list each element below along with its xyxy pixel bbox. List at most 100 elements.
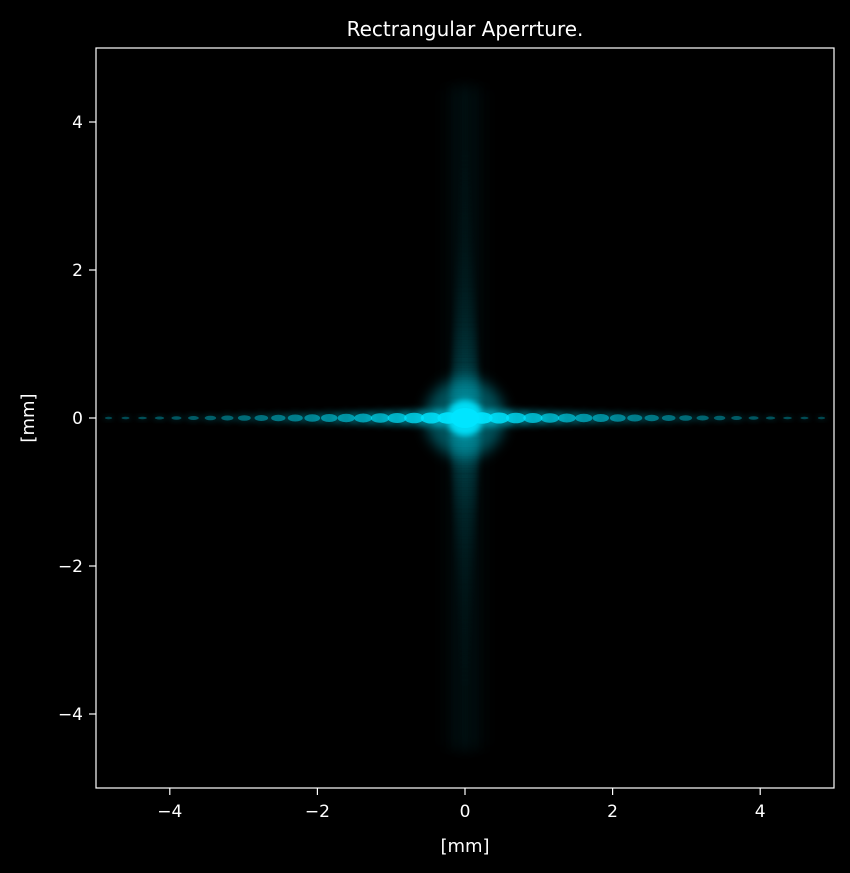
vertical-fringe-band	[458, 640, 473, 644]
vertical-fringe-band	[458, 174, 472, 178]
vertical-fringe-band	[452, 333, 478, 339]
vertical-fringe-band	[457, 613, 473, 617]
horizontal-fringe-lobe	[696, 415, 709, 421]
y-axis-ticks: −4 −2 0 2 4	[58, 113, 96, 725]
vertical-fringe-band	[450, 457, 480, 463]
vertical-fringe-band	[451, 342, 479, 347]
horizontal-fringe-glow	[168, 414, 185, 422]
horizontal-fringe-lobe	[237, 415, 251, 421]
central-peak	[451, 408, 479, 428]
vertical-fringe-band	[451, 489, 479, 494]
vertical-fringe-band	[457, 218, 473, 222]
vertical-fringe-band	[454, 289, 476, 294]
horizontal-fringe-lobe	[138, 416, 147, 420]
vertical-fringe-band	[458, 649, 473, 653]
vertical-fringe-band	[453, 320, 477, 325]
vertical-fringe-band	[458, 644, 473, 648]
horizontal-fringe-lobe	[304, 414, 321, 422]
horizontal-fringe-glow	[780, 415, 795, 421]
vertical-fringe-band	[452, 338, 478, 343]
x-axis-label: [mm]	[440, 836, 489, 857]
horizontal-fringe-glow	[657, 412, 680, 424]
vertical-fringe-band	[455, 568, 475, 574]
vertical-fringe-band	[458, 152, 471, 156]
vertical-fringe-band	[458, 653, 472, 657]
vertical-fringe-band	[450, 466, 480, 472]
vertical-fringe-band	[454, 533, 476, 538]
x-axis-ticks: −4 −2 0 2 4	[157, 788, 766, 822]
vertical-fringe-band	[451, 355, 479, 361]
vertical-fringe-band	[455, 271, 475, 276]
y-tick-label: 0	[72, 409, 83, 429]
vertical-fringe-band	[455, 249, 475, 254]
x-tick-label: 4	[755, 802, 766, 822]
vertical-fringe-band	[452, 324, 478, 330]
horizontal-fringe-lobe	[713, 415, 726, 421]
horizontal-fringe-lobe	[627, 414, 643, 422]
vertical-fringe-band	[456, 596, 473, 600]
horizontal-fringe-glow	[815, 415, 828, 421]
vertical-fringe-band	[453, 520, 477, 525]
horizontal-fringe-glow	[234, 413, 255, 423]
vertical-fringe-band	[457, 618, 473, 622]
horizontal-fringe-lobe	[154, 416, 165, 420]
horizontal-fringe-lobe	[592, 414, 609, 422]
horizontal-fringe-glow	[640, 412, 664, 424]
horizontal-fringe-lobe	[679, 415, 693, 421]
horizontal-fringe-glow	[727, 414, 746, 422]
horizontal-fringe-lobe	[644, 414, 659, 422]
vertical-fringe-band	[450, 373, 480, 379]
vertical-fringe-band	[454, 280, 476, 285]
vertical-fringe-band	[450, 360, 480, 365]
vertical-fringe-band	[455, 582, 475, 587]
vertical-fringe-band	[455, 253, 475, 259]
vertical-fringe-band	[458, 676, 471, 680]
vertical-fringe-band	[451, 351, 479, 356]
horizontal-fringe-lobe	[221, 415, 234, 421]
vertical-fringe-band	[453, 515, 477, 521]
vertical-fringe-band	[457, 227, 474, 231]
vertical-fringe-band	[453, 529, 477, 534]
vertical-fringe-band	[457, 205, 473, 209]
vertical-fringe-band	[458, 169, 472, 173]
horizontal-fringe-lobe	[800, 416, 809, 420]
plot-area	[95, 47, 835, 789]
x-tick-label: 0	[460, 802, 471, 822]
horizontal-fringe-lobe	[765, 416, 776, 420]
vertical-fringe-band	[454, 546, 476, 552]
vertical-fringe-band	[453, 311, 477, 316]
horizontal-fringe-glow	[710, 413, 729, 423]
vertical-fringe-band	[458, 183, 473, 187]
horizontal-fringe-glow	[119, 415, 132, 421]
vertical-fringe-band	[454, 537, 476, 543]
horizontal-fringe-lobe	[783, 416, 792, 420]
horizontal-fringe-lobe	[661, 415, 676, 421]
horizontal-fringe-glow	[217, 413, 238, 423]
horizontal-fringe-glow	[201, 413, 220, 423]
vertical-fringe-band	[458, 671, 472, 675]
vertical-fringe-band	[456, 591, 474, 596]
vertical-fringe-band	[450, 369, 480, 374]
vertical-fringe-band	[457, 622, 473, 626]
vertical-fringe-band	[454, 298, 476, 303]
horizontal-fringe-lobe	[254, 415, 269, 421]
vertical-fringe-band	[454, 551, 476, 556]
horizontal-fringe-glow	[135, 415, 150, 421]
horizontal-fringe-glow	[675, 413, 696, 423]
horizontal-fringe-glow	[266, 412, 290, 424]
horizontal-fringe-lobe	[748, 416, 759, 420]
vertical-fringe-band	[457, 214, 473, 218]
vertical-fringe-band	[457, 223, 474, 227]
vertical-fringe-band	[458, 165, 472, 169]
vertical-fringe-band	[451, 480, 479, 485]
horizontal-fringe-lobe	[188, 416, 199, 420]
vertical-fringe-band	[458, 662, 472, 666]
vertical-fringe-band	[455, 267, 475, 272]
y-tick-label: 4	[72, 113, 83, 133]
y-tick-label: −2	[58, 557, 83, 577]
vertical-fringe-band	[452, 506, 478, 512]
horizontal-fringe-glow	[745, 414, 762, 422]
horizontal-fringe-glow	[605, 411, 631, 425]
horizontal-fringe-lobe	[121, 416, 130, 420]
vertical-fringe-band	[454, 284, 476, 290]
